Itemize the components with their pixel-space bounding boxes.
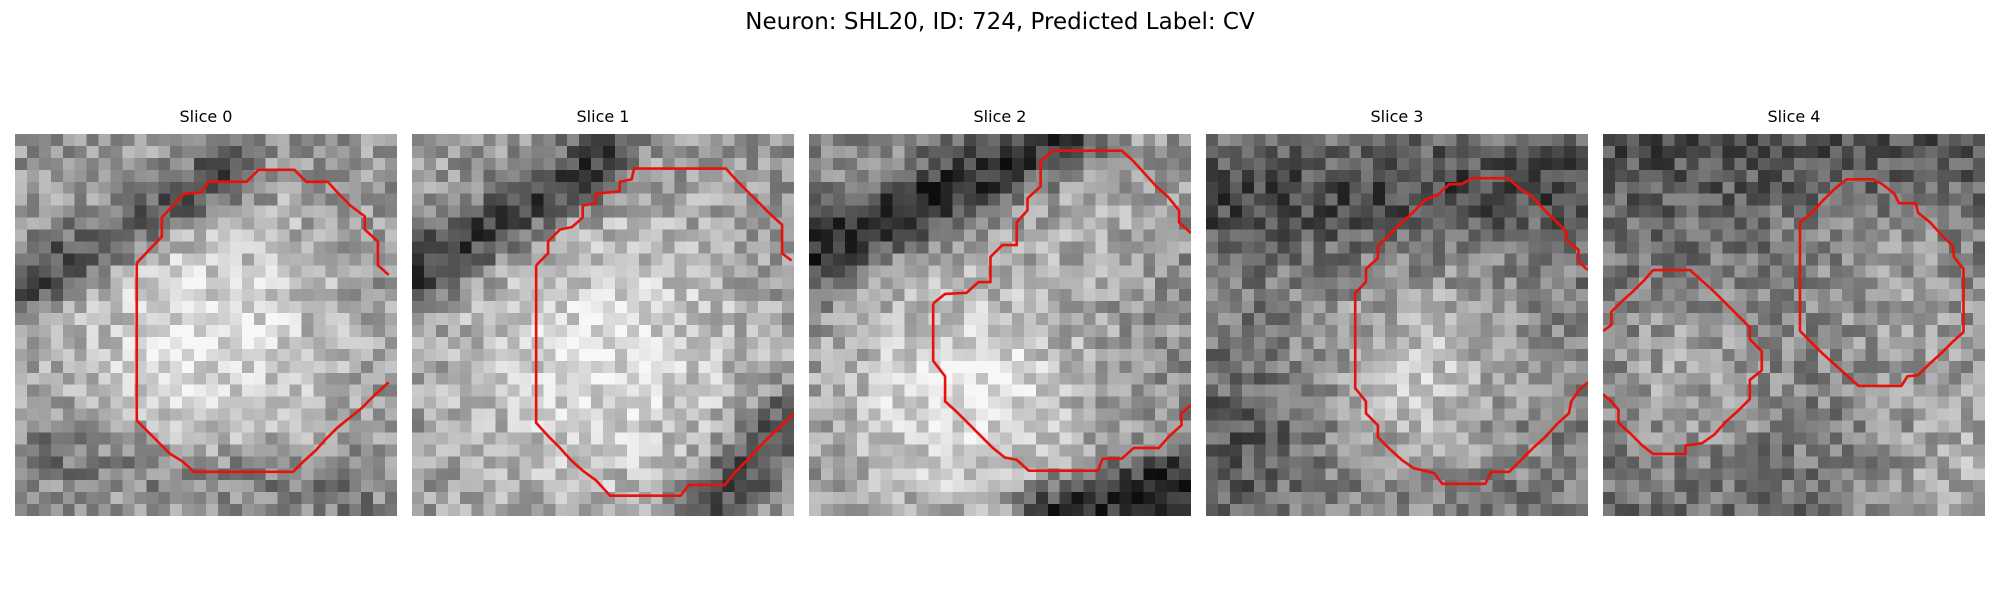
segmentation-outline	[932, 149, 1191, 305]
segmentation-outline	[931, 303, 1191, 472]
segmentation-outline	[1798, 178, 1965, 388]
slice-panel-4: Slice 4	[1603, 106, 1985, 516]
segmentation-outline	[135, 168, 390, 276]
slice-title-4: Slice 4	[1767, 107, 1821, 126]
slice-title-2: Slice 2	[973, 107, 1027, 126]
slice-title-3: Slice 3	[1370, 107, 1424, 126]
segmentation-outline	[1354, 176, 1588, 294]
segmentation-outline	[135, 262, 390, 474]
slice-image-4	[1603, 134, 1985, 516]
segmentation-outline	[535, 167, 793, 267]
slice-panel-0: Slice 0	[15, 106, 397, 516]
slice-image-0	[15, 134, 397, 516]
segmentation-outline	[1353, 292, 1588, 486]
slice-panel-3: Slice 3	[1206, 106, 1588, 516]
segmentation-outline	[534, 265, 794, 498]
segmentation-outline	[1603, 268, 1764, 456]
slice-image-2	[809, 134, 1191, 516]
slice-title-0: Slice 0	[179, 107, 233, 126]
slice-panel-2: Slice 2	[809, 106, 1191, 516]
slice-panel-1: Slice 1	[412, 106, 794, 516]
slice-image-3	[1206, 134, 1588, 516]
figure-title: Neuron: SHL20, ID: 724, Predicted Label:…	[745, 9, 1255, 35]
slice-image-1	[412, 134, 794, 516]
slice-title-1: Slice 1	[576, 107, 630, 126]
